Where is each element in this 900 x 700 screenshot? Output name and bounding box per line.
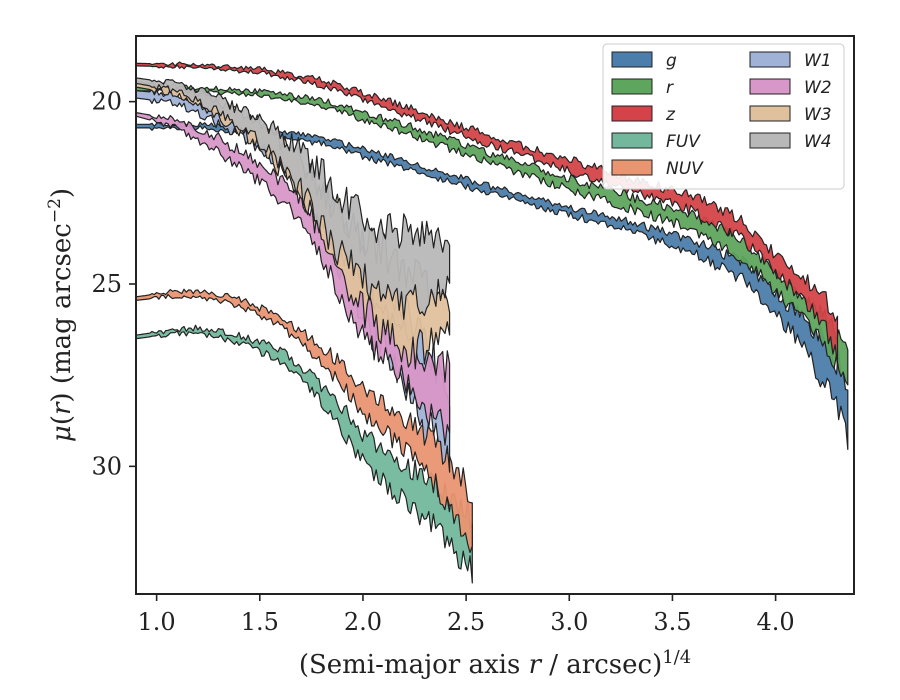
band-z bbox=[136, 61, 839, 368]
x-axis-title: (Semi-major axis r / arcsec)1/4 bbox=[299, 647, 691, 680]
legend-label-W4: W4 bbox=[804, 132, 832, 152]
legend-swatch-r bbox=[611, 78, 653, 95]
legend-swatch-FUV bbox=[611, 132, 653, 149]
ticks-layer: 1.0 1.5 2.0 2.5 3.0 3.5 4.0 20 25 30 bbox=[91, 88, 794, 636]
legend-label-W1: W1 bbox=[804, 51, 832, 71]
x-tick-label: 4.0 bbox=[757, 608, 795, 636]
y-tick-label: 20 bbox=[91, 88, 122, 116]
legend-swatch-W3 bbox=[749, 105, 791, 122]
band-NUV bbox=[136, 288, 473, 554]
legend-swatch-W1 bbox=[749, 51, 791, 68]
legend-swatch-g bbox=[611, 51, 653, 68]
legend-label-W2: W2 bbox=[804, 78, 832, 98]
legend-swatch-NUV bbox=[611, 159, 653, 176]
band-FUV bbox=[136, 324, 473, 584]
legend-swatch-W4 bbox=[749, 132, 791, 149]
band-g bbox=[136, 121, 849, 450]
x-tick-label: 2.0 bbox=[344, 608, 382, 636]
plot-frame bbox=[135, 35, 855, 595]
x-tick-label: 1.0 bbox=[138, 608, 176, 636]
legend-label-NUV: NUV bbox=[666, 159, 704, 179]
legend-swatch-W2 bbox=[749, 78, 791, 95]
bands-layer bbox=[136, 61, 849, 584]
y-tick-label: 25 bbox=[91, 270, 122, 298]
y-tick-label: 30 bbox=[91, 452, 122, 480]
x-tick-label: 3.5 bbox=[653, 608, 691, 636]
band-W2 bbox=[136, 111, 451, 446]
legend-label-g: g bbox=[666, 51, 677, 71]
legend-label-r: r bbox=[666, 78, 674, 98]
legend: grz FUV NUV W1 W2 W3 W4 bbox=[602, 43, 845, 190]
band-W4 bbox=[136, 77, 451, 320]
x-tick-label: 1.5 bbox=[241, 608, 279, 636]
legend-swatch-z bbox=[611, 105, 653, 122]
legend-label-FUV: FUV bbox=[666, 132, 701, 152]
x-tick-label: 3.0 bbox=[550, 608, 588, 636]
band-r bbox=[136, 84, 849, 386]
y-axis-title: μ(r) (mag arcsec−2) bbox=[45, 188, 77, 442]
legend-label-W3: W3 bbox=[804, 105, 832, 125]
x-tick-label: 2.5 bbox=[447, 608, 485, 636]
legend-label-z: z bbox=[665, 105, 676, 125]
